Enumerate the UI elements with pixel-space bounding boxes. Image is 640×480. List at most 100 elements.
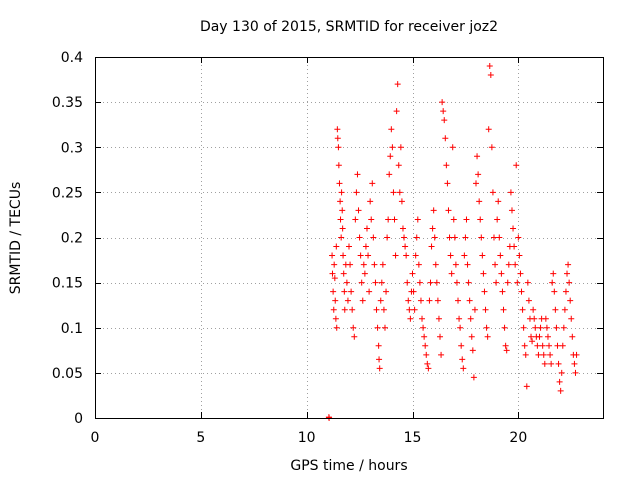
data-point [556,378,563,385]
data-point [398,198,405,205]
data-point [333,324,340,331]
data-point [535,351,542,358]
data-point [405,297,412,304]
data-point [340,270,347,277]
data-point [507,189,514,196]
data-point [451,234,458,241]
data-point [397,144,404,151]
axis-ticks [95,57,603,419]
x-tick-label: 20 [509,430,527,446]
data-point [426,297,433,304]
data-point [553,324,560,331]
data-point [455,297,462,304]
data-point [558,369,565,376]
data-point [571,360,578,367]
data-point [409,270,416,277]
data-point [353,189,360,196]
data-point [517,270,524,277]
data-point [449,144,456,151]
data-point [521,342,528,349]
data-point [332,315,339,322]
data-point [444,180,451,187]
x-tick-labels: 0 5 10 15 20 [91,430,528,446]
data-point [371,261,378,268]
data-point [377,297,384,304]
data-point [560,324,567,331]
data-point [569,333,576,340]
data-point [555,360,562,367]
data-point [476,198,483,205]
data-point [344,297,351,304]
data-point [430,207,437,214]
data-point [447,252,454,259]
data-point [559,342,566,349]
data-point [357,252,364,259]
data-point [448,270,455,277]
data-point [427,279,434,286]
y-tick-label: 0 [74,411,83,427]
data-point [424,360,431,367]
data-points [325,63,580,421]
data-point [525,297,532,304]
data-point [504,279,511,286]
data-point [329,270,336,277]
data-point [388,126,395,133]
data-point [374,324,381,331]
data-point [511,243,518,250]
data-point [414,216,421,223]
chart-title: Day 130 of 2015, SRMTID for receiver joz… [200,19,498,35]
data-point [346,243,352,250]
data-point [419,315,426,322]
x-tick-label: 10 [298,430,316,446]
data-point [493,279,500,286]
data-point [564,270,571,277]
data-point [482,306,489,313]
data-point [531,315,538,322]
data-point [489,189,496,196]
data-point [450,216,457,223]
data-point [481,288,488,295]
data-point [349,306,356,313]
y-tick-label: 0.05 [52,366,83,382]
data-point [330,288,337,295]
data-point [385,216,392,223]
data-point [452,261,459,268]
data-point [498,270,505,277]
data-point [335,162,342,169]
data-point [495,198,502,205]
data-point [469,347,476,354]
data-point [562,288,569,295]
data-point [358,279,365,286]
data-point [467,315,474,322]
data-point [417,297,424,304]
data-point [439,99,446,106]
data-point [411,306,418,313]
y-axis-label: SRMTID / TECUs [8,182,24,295]
data-point [366,288,373,295]
data-point [536,333,543,340]
data-point [410,288,417,295]
data-point [546,342,553,349]
data-point [338,234,345,241]
data-point [376,365,383,372]
data-point [435,315,442,322]
data-point [370,234,377,241]
data-point [332,297,339,304]
data-point [510,225,517,232]
x-tick-label: 0 [91,430,100,446]
data-point [465,279,472,286]
data-point [573,351,580,358]
data-point [537,324,544,331]
data-point [362,243,369,250]
y-tick-label: 0.1 [61,321,83,337]
data-point [434,297,441,304]
data-point [445,207,452,214]
x-axis-label: GPS time / hours [290,458,407,474]
data-point [499,288,506,295]
data-point [494,216,501,223]
data-point [462,234,469,241]
data-point [544,333,551,340]
data-point [561,306,568,313]
data-point [373,306,380,313]
data-point [393,108,400,115]
